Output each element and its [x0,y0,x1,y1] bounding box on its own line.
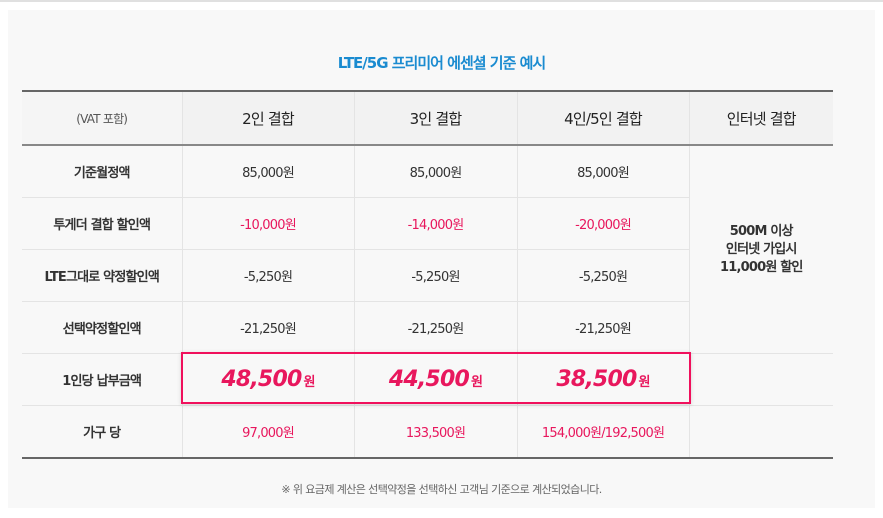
table-row: LTE그대로 약정할인액 -5,250원 -5,250원 -5,250원 [22,249,833,302]
per-person-cell: 38,500 원 [516,353,689,406]
cell: -5,250원 [516,249,689,302]
amount: 48,500 [221,367,302,392]
internet-line: 500M 이상 [729,223,794,239]
header-2person: 2인 결합 [181,91,354,146]
internet-line: 인터넷 가입시 [725,241,797,257]
cell: -10,000원 [181,197,354,250]
internet-discount-cell: 500M 이상 인터넷 가입시 11,000원 할인 [688,145,833,354]
page-title: LTE/5G 프리미어 에센셜 기준 예시 [337,54,546,72]
unit: 원 [303,375,315,390]
cell: -21,250원 [353,301,517,354]
row-label: 가구 당 [83,426,121,441]
table-row: 투게더 결합 할인액 -10,000원 -14,000원 -20,000원 [22,197,833,250]
table-row: 가구 당 97,000원 133,500원 154,000원/192,500원 [22,405,833,458]
header-4-5person: 4인/5인 결합 [516,91,689,146]
empty-cell [688,405,833,458]
amount: 38,500 [556,367,637,392]
cell: -21,250원 [181,301,354,354]
row-label: 투게더 결합 할인액 [22,197,182,250]
cell: -5,250원 [181,249,354,302]
cell: 133,500원 [353,405,517,458]
pricing-panel: LTE/5G 프리미어 에센셜 기준 예시 (VAT 포함) 2인 결합 3인 … [8,10,875,508]
empty-cell [688,353,833,406]
table-row: 기준월정액 85,000원 85,000원 85,000원 500M 이상 인터… [22,145,833,354]
top-divider [0,0,883,2]
cell: -5,250원 [353,249,517,302]
cell: -20,000원 [516,197,689,250]
table-row: 선택약정할인액 -21,250원 -21,250원 -21,250원 [22,301,833,354]
cell: -21,250원 [516,301,689,354]
row-label: LTE그대로 약정할인액 [22,249,182,302]
row-label: 선택약정할인액 [22,301,182,354]
unit: 원 [638,375,650,390]
header-internet: 인터넷 결합 [688,91,833,146]
header-3person: 3인 결합 [353,91,517,146]
per-person-cell: 44,500 원 [353,353,517,406]
header-row: (VAT 포함) 2인 결합 3인 결합 4인/5인 결합 인터넷 결합 [22,91,833,146]
unit: 원 [470,375,483,390]
header-vat: (VAT 포함) [22,91,182,146]
cell: 85,000원 [353,145,517,198]
cell: 97,000원 [181,405,354,458]
internet-line: 11,000원 할인 [719,259,803,275]
amount: 44,500 [388,367,470,392]
per-person-cell: 48,500 원 [181,353,354,406]
footnote: ※ 위 요금제 계산은 선택약정을 선택하신 고객님 기준으로 계산되었습니다. [281,483,602,496]
pricing-table: (VAT 포함) 2인 결합 3인 결합 4인/5인 결합 인터넷 결합 기준월… [22,90,833,459]
cell: 85,000원 [516,145,689,198]
row-label: 1인당 납부금액 [22,353,182,406]
cell: -14,000원 [353,197,517,250]
cell: 85,000원 [181,145,354,198]
cell: 154,000원/192,500원 [516,405,689,458]
table-row: 1인당 납부금액 48,500 원 44,500 원 38,500 원 [22,353,833,406]
row-label: 기준월정액 [22,145,182,198]
